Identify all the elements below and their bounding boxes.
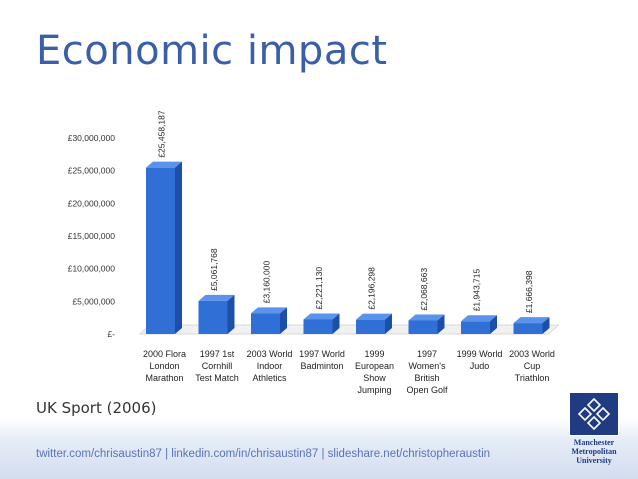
category-label: Triathlon [515,373,550,383]
category-label: Test Match [195,373,239,383]
data-label: £2,196,298 [367,267,377,310]
category-label: London [149,361,179,371]
category-label: British [414,373,439,383]
bar [356,313,392,334]
category-label: Cornhill [202,361,233,371]
bar [461,315,497,334]
bar [303,313,340,334]
data-label: £25,458,187 [157,110,167,158]
category-label: 1997 World [299,349,345,359]
logo-line: Metropolitan [571,447,617,456]
data-label: £2,068,663 [419,268,429,311]
y-tick-label: £25,000,000 [68,166,116,176]
data-label: £1,666,398 [524,270,534,313]
source-citation: UK Sport (2006) [36,399,157,417]
category-label: 2003 World [247,349,293,359]
category-label: 1999 World [457,349,503,359]
university-logo: Manchester Metropolitan University [561,392,627,474]
category-label: Marathon [145,373,183,383]
logo-line: Manchester [573,438,615,447]
bar-chart: £- £5,000,000 £10,000,000 £15,000,000 £20,00… [68,110,560,395]
y-tick-label: £- [107,329,115,339]
category-label: Judo [470,361,490,371]
mmu-crest-icon [569,392,619,436]
y-tick-label: £20,000,000 [68,198,116,208]
category-label: Cup [524,361,541,371]
category-label: 1997 1st [200,349,235,359]
y-tick-label: £10,000,000 [68,264,116,274]
logo-wordmark: Manchester Metropolitan University [561,438,627,465]
bar [408,314,445,334]
data-label: £5,061,768 [209,248,219,291]
data-label: £2,221,130 [314,267,324,310]
y-tick-label: £30,000,000 [68,133,116,143]
category-label: Jumping [357,385,391,395]
category-label: 1999 [364,349,384,359]
bar [198,294,235,334]
category-label: 2000 Flora [143,349,186,359]
category-label: Show [363,373,386,383]
y-tick-label: £5,000,000 [72,296,115,306]
category-label: 2003 World [509,349,555,359]
category-label: Women's [408,361,446,371]
category-label: Badminton [300,361,343,371]
data-label: £3,160,000 [262,261,272,304]
logo-line: University [576,456,612,465]
bar [513,317,550,334]
bar [251,307,287,334]
category-label: Athletics [252,373,287,383]
data-label: £1,943,715 [472,268,482,311]
footer-bar [0,418,638,479]
category-label: 1997 [417,349,437,359]
category-label: Indoor [257,361,283,371]
y-tick-label: £15,000,000 [68,231,116,241]
footer-links: twitter.com/chrisaustin87 | linkedin.com… [36,448,491,460]
bar [146,161,182,334]
category-label: European [355,361,394,371]
category-label: Open Golf [406,385,448,395]
slide-title: Economic impact [36,28,388,74]
